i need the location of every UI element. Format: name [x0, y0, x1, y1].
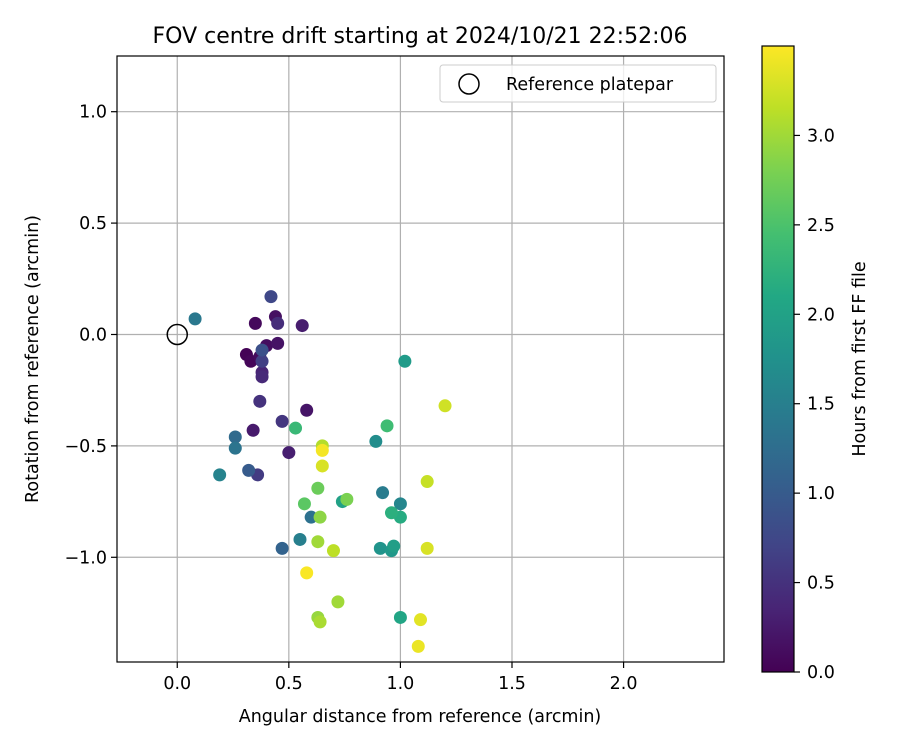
scatter-point	[253, 394, 267, 408]
y-tick-label: 0.5	[79, 214, 107, 234]
y-tick-label: 1.0	[79, 103, 107, 123]
scatter-point	[248, 316, 262, 330]
colorbar-ticks: 0.0 0.5 1.0 1.5 2.0 2.5 3.0	[794, 126, 835, 683]
colorbar-tick-label: 1.0	[807, 484, 835, 504]
scatter-point	[387, 539, 401, 553]
reference-layer	[166, 323, 189, 346]
colorbar-frame	[761, 45, 795, 673]
scatter-point	[438, 399, 452, 413]
y-tick-label: −0.5	[65, 437, 108, 457]
scatter-point	[311, 481, 325, 495]
x-tick-label: 1.5	[498, 674, 526, 694]
scatter-point	[271, 336, 285, 350]
colorbar-tick-label: 1.5	[807, 395, 835, 415]
scatter-point	[255, 343, 269, 357]
x-axis-ticks: 0.0 0.5 1.0 1.5 2.0	[163, 662, 637, 694]
scatter-point	[313, 510, 327, 524]
y-tick-label: −1.0	[65, 548, 108, 568]
scatter-point	[255, 354, 269, 368]
scatter-point	[373, 541, 387, 555]
colorbar-tick-label: 0.0	[807, 663, 835, 683]
scatter-point	[384, 506, 398, 520]
scatter-point	[300, 403, 314, 417]
scatter-point	[271, 316, 285, 330]
plot-frame	[116, 55, 725, 663]
chart-title: FOV centre drift starting at 2024/10/21 …	[153, 24, 688, 49]
colorbar-tick-label: 3.0	[807, 126, 835, 146]
scatter-point	[420, 541, 434, 555]
colorbar	[762, 46, 794, 672]
scatter-point	[313, 615, 327, 629]
scatter-point	[282, 446, 296, 460]
scatter-point	[255, 370, 269, 384]
scatter-point	[393, 610, 407, 624]
scatter-point	[414, 613, 427, 627]
x-tick-label: 0.5	[275, 674, 303, 694]
scatter-point	[213, 468, 227, 482]
scatter-point	[242, 463, 256, 477]
legend-reference-label: Reference platepar	[506, 75, 674, 95]
scatter-point	[411, 639, 425, 653]
scatter-point	[304, 510, 318, 524]
scatter-point	[264, 290, 278, 304]
colorbar-tick-label: 2.0	[807, 305, 835, 325]
scatter-point	[188, 312, 202, 326]
x-tick-label: 2.0	[610, 674, 638, 694]
scatter-point	[293, 532, 307, 546]
plot-area	[117, 56, 724, 662]
scatter-point	[228, 430, 242, 444]
grid	[117, 56, 724, 662]
scatter-point	[275, 414, 289, 428]
x-tick-label: 1.0	[386, 674, 414, 694]
scatter-point	[340, 492, 354, 506]
scatter-point	[295, 319, 309, 333]
scatter-point	[228, 441, 242, 455]
scatter-point	[315, 443, 329, 457]
legend: Reference platepar	[439, 64, 717, 103]
scatter-point	[331, 595, 345, 609]
scatter-point	[376, 486, 390, 500]
scatter-point	[326, 544, 340, 558]
y-axis-ticks: −1.0 −0.5 0.0 0.5 1.0	[65, 103, 117, 568]
y-axis-label: Rotation from reference (arcmin)	[23, 215, 43, 503]
scatter-point	[420, 475, 434, 489]
legend-reference-marker	[458, 73, 480, 95]
x-tick-label: 0.0	[163, 674, 191, 694]
scatter-point	[393, 497, 407, 511]
scatter-point	[246, 423, 260, 437]
x-axis-label: Angular distance from reference (arcmin)	[239, 707, 602, 727]
scatter-point	[311, 535, 325, 549]
colorbar-tick-label: 2.5	[807, 216, 835, 236]
scatter-point	[380, 419, 394, 433]
reference-platepar-marker	[166, 323, 189, 346]
scatter-point	[289, 421, 303, 435]
scatter-point	[275, 541, 289, 555]
scatter-point	[297, 497, 311, 511]
legend-box	[439, 64, 717, 103]
scatter-point	[300, 566, 314, 580]
scatter-point	[315, 459, 329, 473]
colorbar-tick-label: 0.5	[807, 574, 835, 594]
scatter-point	[398, 354, 412, 368]
y-tick-label: 0.0	[79, 325, 107, 345]
scatter-point	[369, 434, 383, 448]
data-points	[188, 290, 452, 653]
colorbar-label: Hours from first FF file	[850, 261, 870, 456]
